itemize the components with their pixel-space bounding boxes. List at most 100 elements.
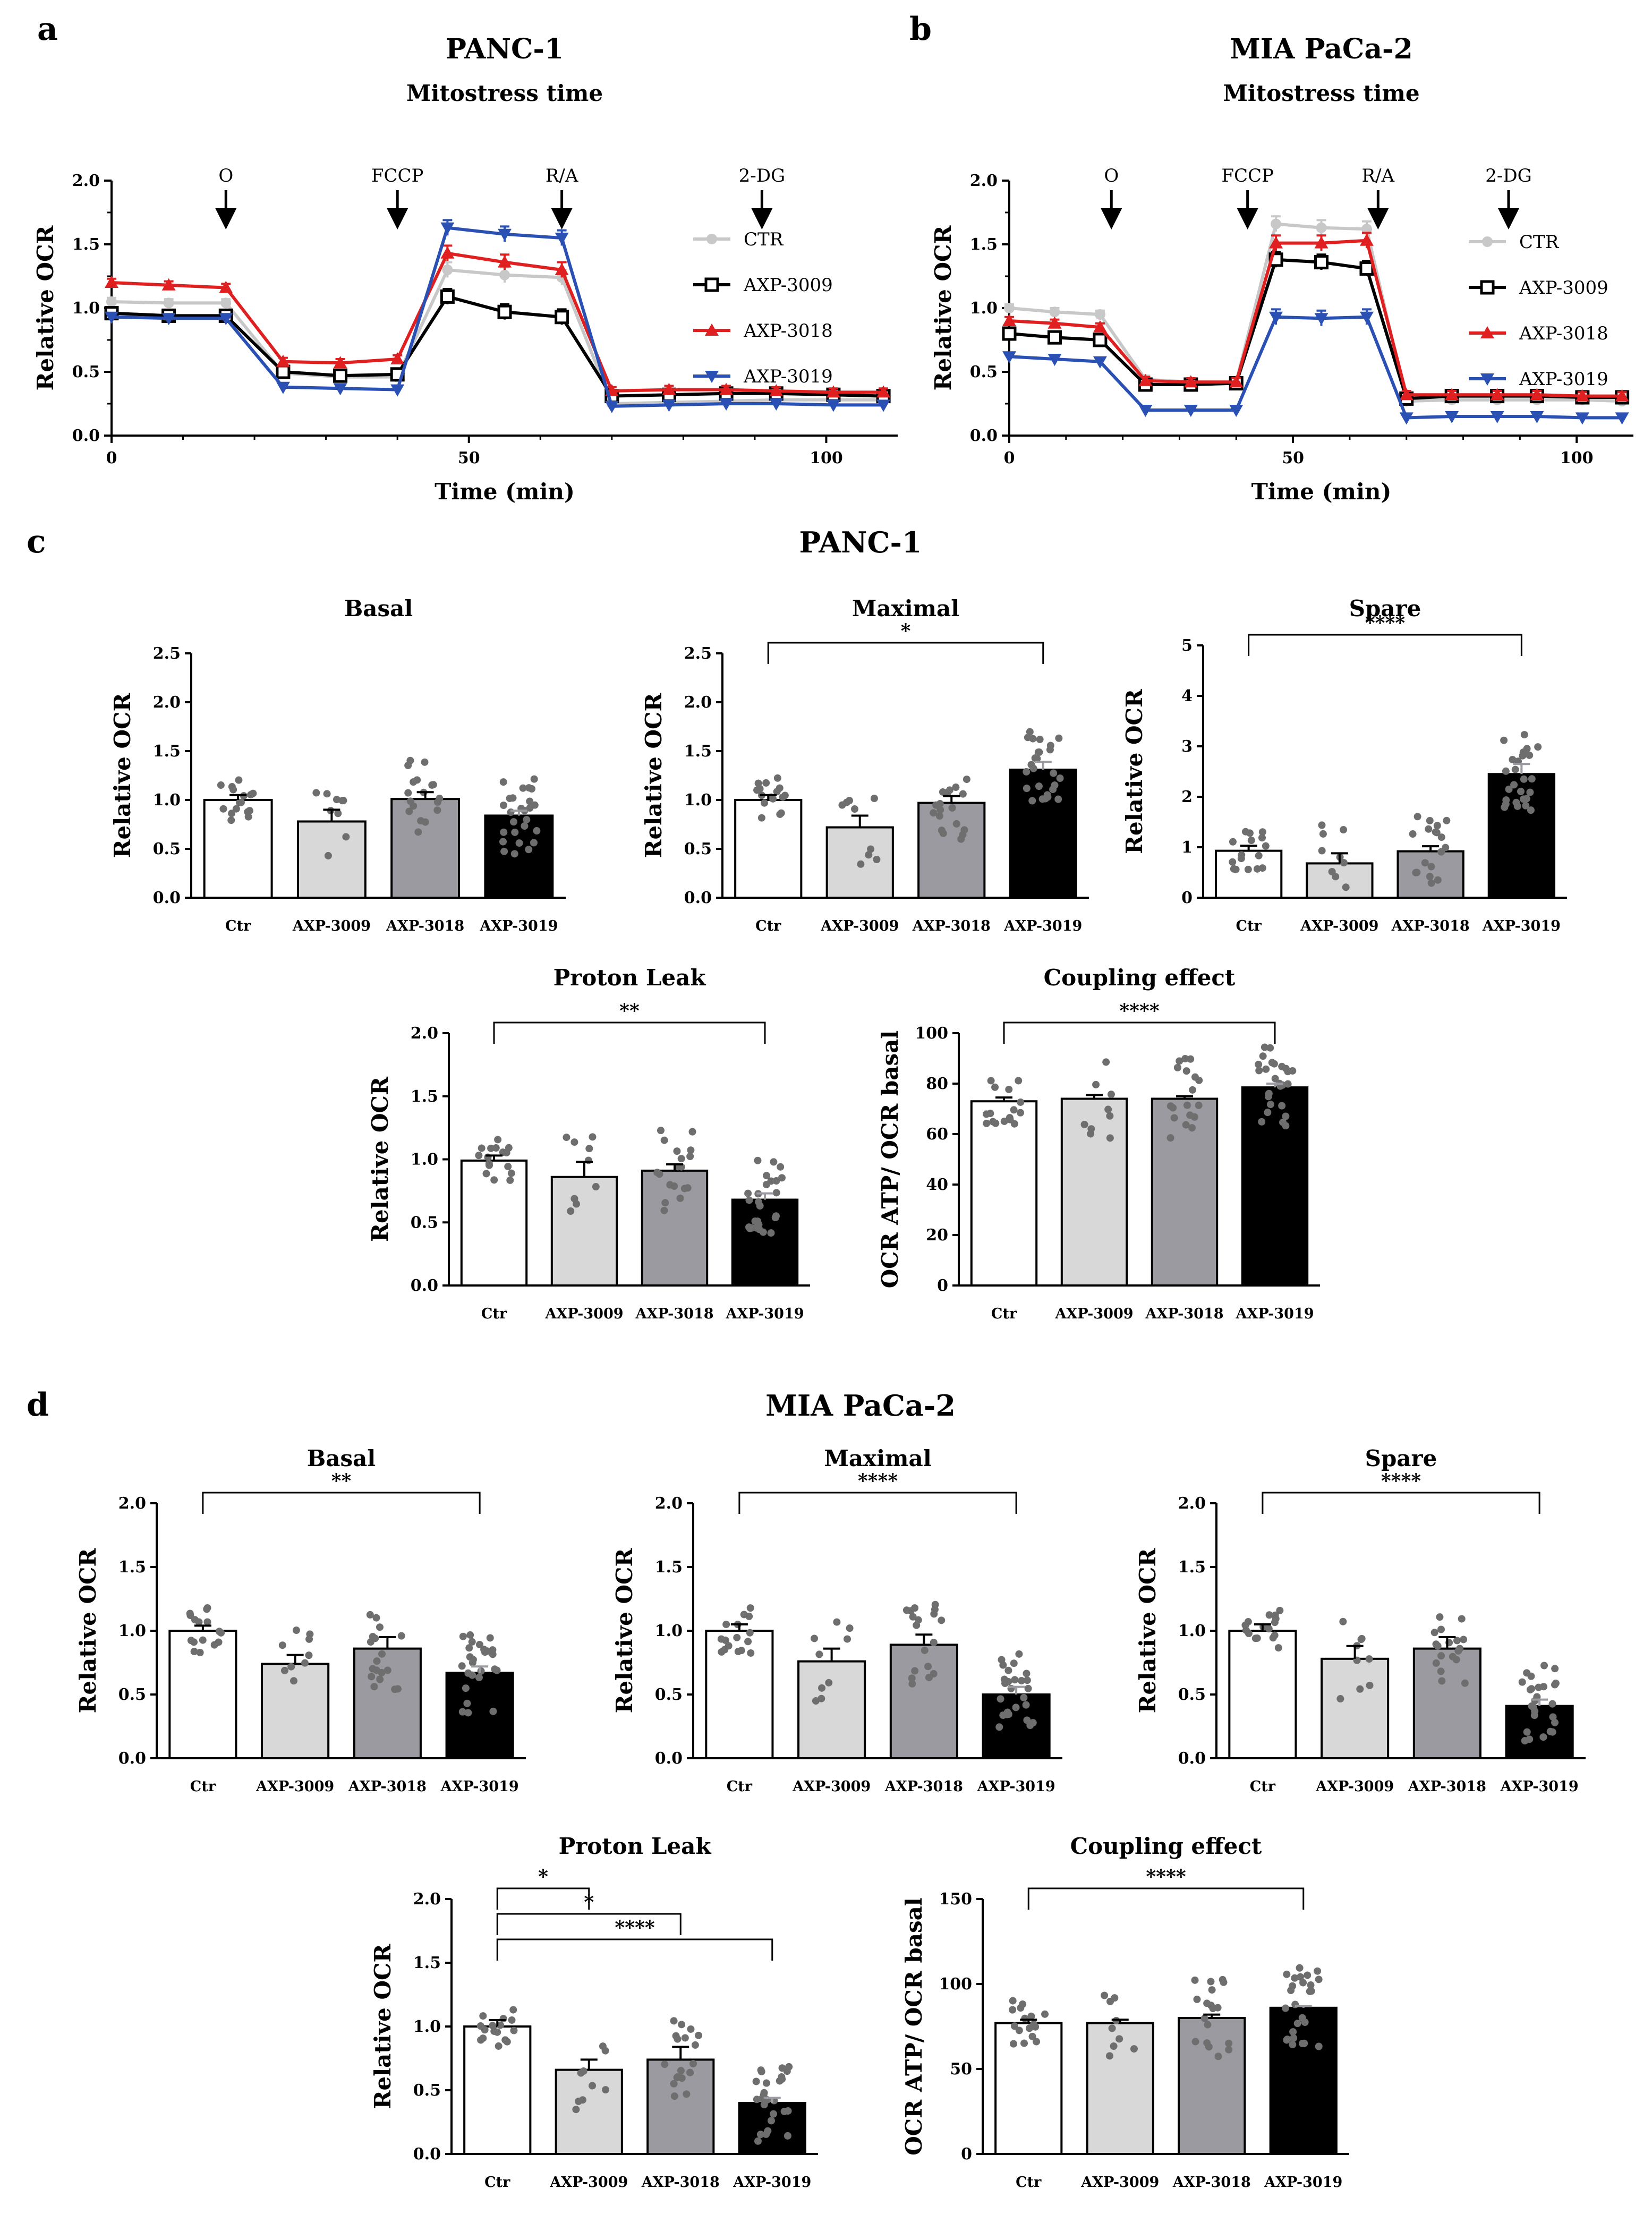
injection-label-fccp: FCCP <box>1221 165 1274 186</box>
replicate-dot <box>1204 2021 1212 2029</box>
data-point-axp-3018 <box>555 263 569 275</box>
replicate-dot <box>1526 751 1534 759</box>
replicate-dot <box>1528 775 1536 783</box>
data-point-ctr <box>1004 303 1015 313</box>
replicate-dot <box>844 1635 851 1643</box>
replicate-dot <box>1511 765 1519 773</box>
x-tick-label: AXP-3009 <box>549 2174 628 2191</box>
replicate-dot <box>957 835 965 843</box>
data-point-axp-3019 <box>498 228 512 241</box>
data-point-axp-3018 <box>1575 389 1589 402</box>
replicate-dot <box>1552 1679 1560 1687</box>
data-point-ctr <box>1049 306 1060 318</box>
replicate-dot <box>670 2092 678 2100</box>
replicate-dot <box>687 2025 695 2033</box>
replicate-dot <box>1108 2024 1116 2032</box>
replicate-dot <box>1336 1695 1344 1703</box>
replicate-dot <box>773 774 781 782</box>
replicate-dot <box>1315 1975 1323 1983</box>
replicate-dot <box>677 2067 685 2075</box>
y-tick-label: 0.0 <box>684 889 712 907</box>
replicate-dot <box>1009 1997 1017 2005</box>
x-tick-label: Ctr <box>481 1306 507 1322</box>
replicate-dot <box>778 2064 786 2072</box>
replicate-dot <box>909 1613 917 1621</box>
replicate-dot <box>785 2063 793 2071</box>
replicate-dot <box>932 801 940 809</box>
replicate-dot <box>1023 768 1031 776</box>
replicate-dot <box>1522 795 1530 803</box>
replicate-dot <box>1006 1114 1014 1122</box>
data-point-ctr <box>499 269 510 280</box>
data-point-axp-3019 <box>390 384 405 397</box>
bar-chart-panc1-proton-leak: Proton Leak 0.0 0.5 1.0 1.5 2.0 Relative OCR Ct… <box>367 965 810 1322</box>
x-tick-label: 0 <box>1004 449 1015 467</box>
replicate-dot <box>930 1639 938 1647</box>
significance-bracket <box>496 1887 590 1910</box>
x-tick-label: AXP-3009 <box>544 1306 623 1322</box>
replicate-dot <box>405 807 413 815</box>
replicate-dot <box>772 1177 780 1185</box>
replicate-dot <box>373 1657 381 1665</box>
replicate-dot <box>1104 1105 1112 1113</box>
x-tick-label: Ctr <box>1016 2174 1042 2191</box>
bar-axp-3009 <box>797 1660 866 1760</box>
replicate-dot <box>930 1610 938 1618</box>
significance-label: * <box>584 1891 594 1913</box>
replicate-dot <box>867 845 875 853</box>
replicate-dot <box>434 798 442 806</box>
replicate-dot <box>367 1638 374 1646</box>
replicate-dot <box>755 1198 763 1206</box>
replicate-dot <box>503 1148 510 1156</box>
replicate-dot <box>287 1663 295 1671</box>
replicate-dot <box>203 1618 211 1626</box>
replicate-dot <box>495 2042 503 2050</box>
replicate-dot <box>187 1637 195 1645</box>
replicate-dot <box>1501 803 1509 811</box>
replicate-dot <box>305 1651 313 1659</box>
replicate-dot <box>1432 1640 1440 1648</box>
replicate-dot <box>1437 833 1445 841</box>
replicate-dot <box>1461 1679 1469 1687</box>
data-point-axp-3019 <box>161 313 176 326</box>
y-tick-label: 1.5 <box>72 235 100 254</box>
y-tick-label: 0.5 <box>118 1685 146 1704</box>
replicate-dot <box>406 756 414 764</box>
x-tick-label: AXP-3019 <box>1500 1778 1579 1795</box>
replicate-dot <box>229 786 237 794</box>
x-tick-label: AXP-3018 <box>1408 1778 1486 1795</box>
replicate-dot <box>1521 1737 1529 1745</box>
data-point-axp-3019 <box>276 381 290 394</box>
replicate-dot <box>1188 1086 1196 1094</box>
replicate-dot <box>1453 1637 1461 1645</box>
replicate-dot <box>1356 1685 1364 1693</box>
data-point-axp-3009 <box>704 277 719 292</box>
replicate-dot <box>372 1666 380 1674</box>
replicate-dot <box>1502 796 1510 804</box>
y-tick-label: 0.5 <box>970 363 998 381</box>
replicate-dot <box>433 806 441 814</box>
replicate-dot <box>1358 1634 1366 1642</box>
replicate-dot <box>1173 1063 1181 1071</box>
replicate-dot <box>305 1635 313 1643</box>
replicate-dot <box>376 1675 384 1683</box>
y-tick-label: 1.0 <box>655 1622 683 1640</box>
replicate-dot <box>1264 1093 1272 1101</box>
replicate-dot <box>1434 876 1442 884</box>
bar-axp-3009 <box>550 1176 618 1287</box>
replicate-dot <box>567 1207 575 1215</box>
replicate-dot <box>499 838 507 846</box>
replicate-dot <box>986 1110 994 1118</box>
replicate-dot <box>1017 2004 1025 2012</box>
y-tick-label: 0 <box>961 2145 972 2164</box>
x-tick-label: AXP-3019 <box>1482 918 1561 934</box>
replicate-dot <box>219 805 227 813</box>
y-tick-label: 0.5 <box>1178 1685 1206 1704</box>
replicate-dot <box>757 2067 765 2075</box>
replicate-dot <box>1207 1978 1215 1986</box>
data-point-axp-3018 <box>1269 236 1283 249</box>
significance-label: * <box>901 620 911 642</box>
replicate-dot <box>1271 1075 1279 1083</box>
y-axis-label: Relative OCR <box>32 225 58 391</box>
data-point-axp-3019 <box>1530 411 1544 423</box>
